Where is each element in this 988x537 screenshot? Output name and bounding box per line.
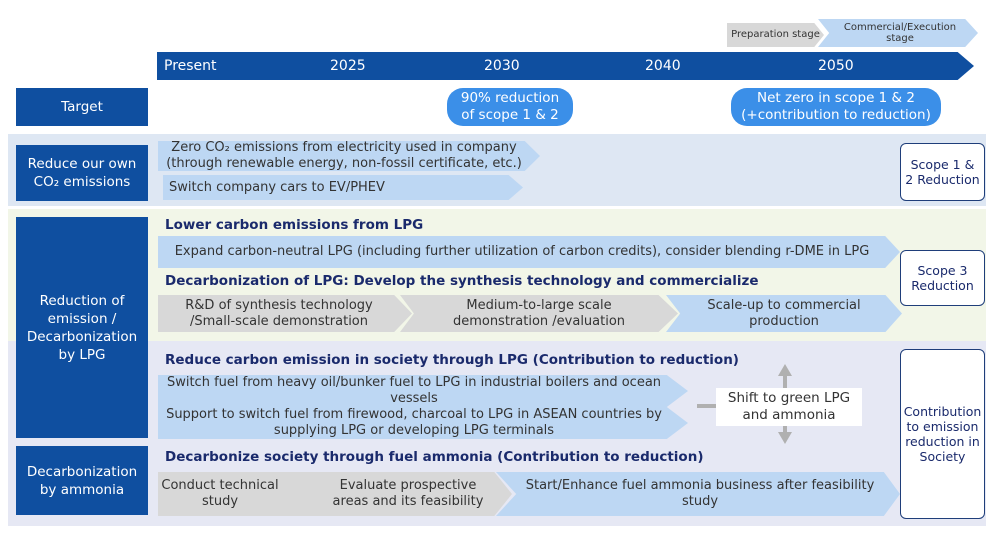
- fuel-ammonia-business-arrow: Start/Enhance fuel ammonia business afte…: [496, 472, 900, 516]
- category-own-emissions: Reduce our own CO₂ emissions: [16, 145, 148, 201]
- timeline-2025: 2025: [330, 58, 366, 74]
- switch-fuel-arrow: Switch fuel from heavy oil/bunker fuel t…: [158, 375, 688, 407]
- timeline-present: Present: [164, 58, 217, 74]
- preparation-stage-arrow: Preparation stage: [727, 23, 824, 47]
- lpg-header-lower-carbon: Lower carbon emissions from LPG: [165, 217, 424, 233]
- lpg-header-synthesis: Decarbonization of LPG: Develop the synt…: [165, 273, 759, 289]
- evaluate-areas-text: Evaluate prospective areas and its feasi…: [332, 478, 484, 509]
- target-2030-text: 90% reduction of scope 1 & 2: [460, 90, 560, 123]
- scope3-reduction-text: Scope 3 Reduction: [911, 263, 974, 293]
- timeline-2040: 2040: [645, 58, 681, 74]
- medium-scale-arrow: Medium-to-large scale demonstration /eva…: [400, 295, 678, 332]
- commercial-stage-arrow: Commercial/Execution stage: [818, 19, 978, 47]
- company-cars-arrow: Switch company cars to EV/PHEV: [163, 175, 523, 200]
- scale-up-arrow: Scale-up to commercial production: [666, 295, 902, 332]
- technical-study-text: Conduct technical study: [161, 478, 279, 509]
- ammonia-header: Decarbonize society through fuel ammonia…: [165, 449, 704, 465]
- scope12-reduction-text: Scope 1 & 2 Reduction: [905, 157, 980, 187]
- rnd-synthesis-text: R&D of synthesis technology /Small-scale…: [185, 297, 373, 329]
- target-label-text: Target: [61, 99, 103, 115]
- carbon-neutral-lpg-text: Expand carbon-neutral LPG (including fur…: [174, 244, 870, 259]
- shift-green-box: Shift to green LPG and ammonia: [716, 388, 862, 426]
- technical-study-arrow: [158, 472, 512, 516]
- target-label: Target: [16, 88, 148, 126]
- category-lpg: Reduction of emission / Decarbonization …: [16, 217, 148, 438]
- category-own-text: Reduce our own CO₂ emissions: [27, 156, 137, 190]
- zero-electricity-arrow: Zero CO₂ emissions from electricity used…: [158, 141, 540, 171]
- category-ammonia-text: Decarbonization by ammonia: [26, 463, 138, 498]
- medium-scale-text: Medium-to-large scale demonstration /eva…: [452, 297, 626, 329]
- shift-up-arrow-icon: [783, 374, 787, 388]
- carbon-neutral-lpg-arrow: Expand carbon-neutral LPG (including fur…: [158, 236, 900, 268]
- category-ammonia: Decarbonization by ammonia: [16, 446, 148, 515]
- timeline-2030: 2030: [484, 58, 520, 74]
- commercial-stage-label: Commercial/Execution stage: [843, 22, 957, 44]
- asean-support-arrow: Support to switch fuel from firewood, ch…: [158, 407, 688, 439]
- evaluate-areas-label: Evaluate prospective areas and its feasi…: [320, 472, 496, 516]
- scope3-reduction-box: Scope 3 Reduction: [900, 250, 985, 306]
- society-contribution-text: Contribution to emission reduction in So…: [903, 404, 982, 464]
- rnd-synthesis-arrow: R&D of synthesis technology /Small-scale…: [158, 295, 412, 332]
- target-2030-pill: 90% reduction of scope 1 & 2: [447, 88, 573, 126]
- preparation-stage-label: Preparation stage: [731, 29, 820, 40]
- zero-electricity-text: Zero CO₂ emissions from electricity used…: [166, 140, 522, 171]
- society-contribution-box: Contribution to emission reduction in So…: [900, 349, 985, 519]
- fuel-ammonia-business-text: Start/Enhance fuel ammonia business afte…: [525, 478, 875, 509]
- asean-support-text: Support to switch fuel from firewood, ch…: [166, 407, 662, 438]
- scope12-reduction-box: Scope 1 & 2 Reduction: [900, 143, 985, 201]
- technical-study-label: Conduct technical study: [160, 472, 280, 516]
- shift-connector-line: [697, 404, 719, 408]
- target-2050-pill: Net zero in scope 1 & 2 (+contribution t…: [731, 88, 941, 126]
- shift-green-text: Shift to green LPG and ammonia: [727, 390, 851, 423]
- switch-fuel-text: Switch fuel from heavy oil/bunker fuel t…: [166, 375, 662, 406]
- target-2050-text: Net zero in scope 1 & 2 (+contribution t…: [741, 90, 931, 123]
- lpg-header-society: Reduce carbon emission in society throug…: [165, 352, 739, 368]
- category-lpg-text: Reduction of emission / Decarbonization …: [26, 292, 138, 363]
- scale-up-text: Scale-up to commercial production: [707, 297, 861, 329]
- company-cars-text: Switch company cars to EV/PHEV: [169, 179, 385, 195]
- timeline-2050: 2050: [818, 58, 854, 74]
- shift-down-arrow-icon: [783, 424, 787, 434]
- timeline-arrow: [157, 52, 974, 80]
